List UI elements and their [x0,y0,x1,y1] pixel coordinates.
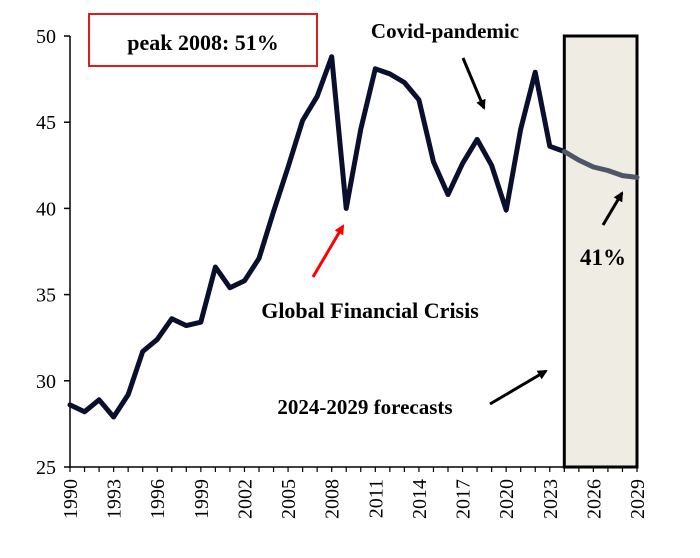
covid-annotation: Covid-pandemic [371,19,519,43]
y-ticks: 25 30 35 40 45 50 [36,26,70,479]
end-value-annotation: 41% [580,245,626,270]
gfc-arrow [311,224,345,278]
y-tick-label: 25 [36,457,56,479]
peak-box [88,13,318,67]
gfc-annotation: Global Financial Crisis [261,298,479,323]
x-tick-label: 1990 [60,479,82,519]
x-tick-label: 2023 [540,479,562,519]
x-tick-label: 2026 [583,479,605,519]
y-tick-label: 45 [36,112,56,134]
x-tick-label: 2002 [234,479,256,519]
x-tick-label: 2008 [322,479,344,519]
x-tick-label: 2029 [627,479,649,519]
y-tick-label: 35 [36,285,56,307]
x-tick-label: 2005 [278,479,300,519]
x-tick-label: 2020 [496,479,518,519]
x-tick-label: 1999 [191,479,213,519]
x-tick-label: 2017 [453,479,475,519]
forecast-arrow [489,369,548,406]
y-tick-label: 40 [36,198,56,220]
x-tick-label: 1996 [147,479,169,519]
peak-annotation: peak 2008: 51% [127,30,279,55]
x-tick-label: 2014 [409,479,431,519]
forecast-region [562,34,639,469]
forecast-annotation: 2024-2029 forecasts [277,395,452,419]
x-tick-label: 1993 [104,479,126,519]
y-tick-label: 50 [36,26,56,48]
historical-series-line [67,54,567,420]
series-layer [67,54,640,420]
covid-arrow [461,57,486,110]
x-tick-label: 2011 [365,479,387,518]
forecast-series-line [561,149,640,180]
end-value-arrow [601,191,624,226]
x-ticks: 1990 1993 1996 1999 2002 2005 2008 2011 2014 2017… [60,467,649,519]
y-tick-label: 30 [36,371,56,393]
